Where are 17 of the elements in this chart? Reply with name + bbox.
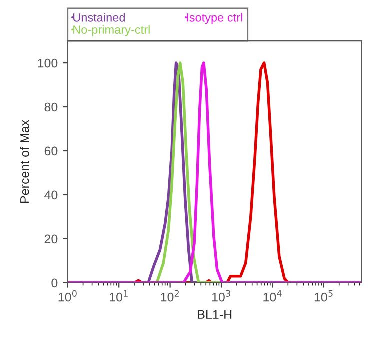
y-tick-label: 80 [44,102,58,112]
legend-label: No-primary-ctrl [74,25,150,36]
y-tick-label: 60 [44,146,58,156]
x-tick-label: 10$^{1}$ [110,290,128,302]
x-tick-label: 10$^{3}$ [212,290,230,302]
legend-label: Unstained [74,13,125,22]
x-tick-label: 10$^{5}$ [314,290,333,302]
y-axis-title: Percent of Max [20,120,30,203]
legend-label: Isotype ctrl [187,13,242,24]
x-tick-label: 10$^{2}$ [161,290,180,302]
x-tick-label: 10$^{0}$ [58,290,77,302]
y-tick-label: 40 [44,190,58,200]
y-tick-label: 20 [44,234,58,244]
y-tick-label: 100 [38,58,58,68]
x-tick-label: 10$^{4}$ [264,290,282,302]
x-axis-title: BL1-H [198,310,232,319]
y-tick-label: 0 [52,278,58,288]
